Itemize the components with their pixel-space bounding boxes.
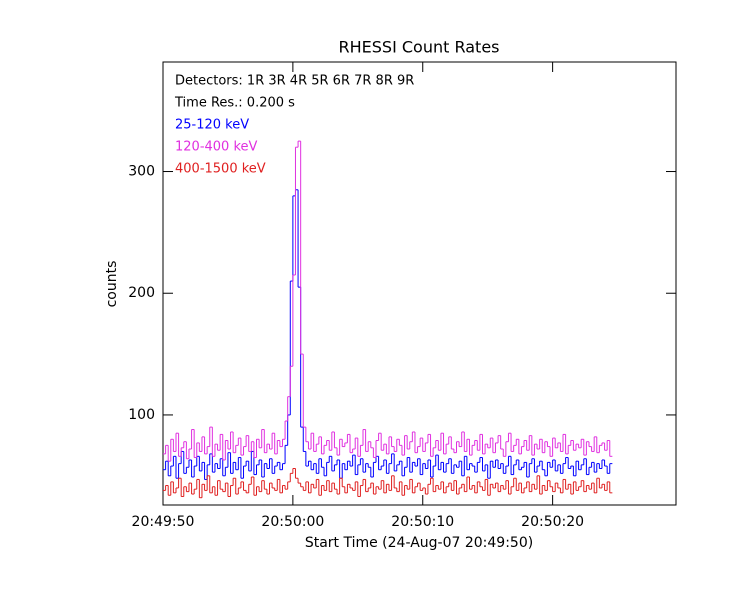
x-tick-label: 20:50:00 bbox=[261, 514, 324, 530]
y-tick-label: 300 bbox=[128, 164, 155, 180]
y-tick-label: 200 bbox=[128, 285, 155, 301]
chart-title: RHESSI Count Rates bbox=[339, 38, 500, 57]
step-riser bbox=[165, 141, 611, 462]
series bbox=[163, 467, 613, 499]
step-riser bbox=[165, 189, 611, 480]
x-tick-label: 20:50:20 bbox=[521, 514, 584, 530]
x-tick-label: 20:50:10 bbox=[391, 514, 454, 530]
x-tick-label: 20:49:50 bbox=[132, 514, 195, 530]
annotation: Time Res.: 0.200 s bbox=[174, 96, 295, 111]
step-riser bbox=[165, 468, 611, 498]
y-axis-label: counts bbox=[104, 261, 120, 308]
y-tick-label: 100 bbox=[128, 407, 155, 423]
plot-frame bbox=[162, 61, 677, 506]
x-axis-label: Start Time (24-Aug-07 20:49:50) bbox=[305, 535, 533, 551]
legend-entry: 400-1500 keV bbox=[175, 162, 266, 177]
legend-entry: 25-120 keV bbox=[175, 118, 249, 133]
annotation: Detectors: 1R 3R 4R 5R 6R 7R 8R 9R bbox=[175, 74, 414, 89]
series bbox=[163, 140, 613, 462]
legend-entry: 120-400 keV bbox=[175, 140, 258, 155]
series bbox=[163, 189, 613, 480]
